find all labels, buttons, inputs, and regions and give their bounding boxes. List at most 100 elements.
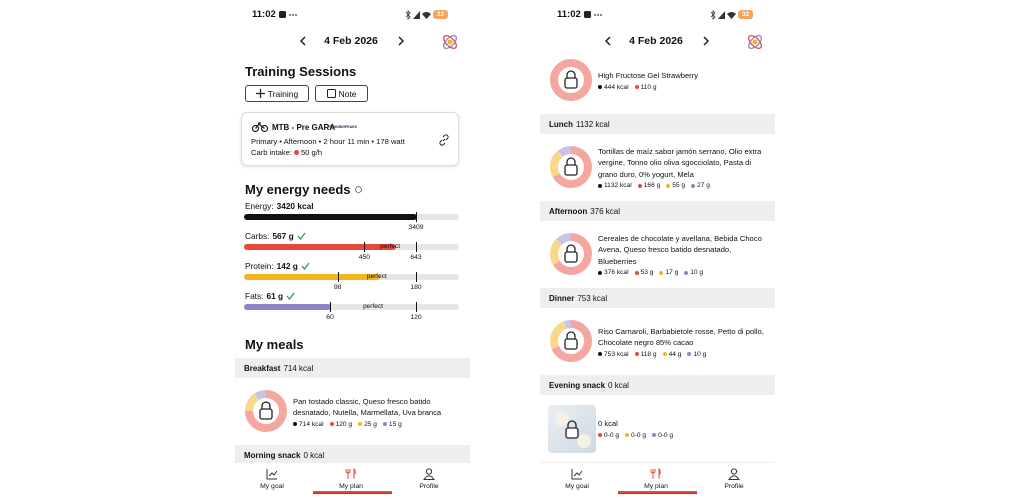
app-logo[interactable] bbox=[746, 33, 764, 51]
macro-dot bbox=[659, 270, 664, 275]
meal-header[interactable]: Dinner 753 kcal bbox=[540, 288, 775, 308]
nav-item[interactable]: My plan bbox=[321, 465, 381, 495]
macro-dot bbox=[293, 422, 297, 426]
bar-name: Protein: bbox=[245, 261, 274, 271]
meal-item[interactable]: 0 kcal 0-0 g 0-0 g 0-0 g bbox=[540, 395, 775, 462]
meal-item[interactable]: Riso Carnaroli, Barbabietole rosse, Pett… bbox=[540, 308, 775, 375]
prev-day[interactable] bbox=[299, 36, 307, 46]
bar-name: Energy: bbox=[245, 201, 274, 211]
lock-shackle bbox=[566, 244, 576, 252]
macro-dot bbox=[687, 352, 692, 356]
nav-item[interactable]: My plan bbox=[626, 465, 686, 495]
meal-header[interactable]: Afternoon 376 kcal bbox=[540, 201, 775, 221]
macro-donut bbox=[550, 320, 592, 362]
meal-header[interactable]: Breakfast 714 kcal bbox=[235, 358, 470, 378]
macro-label: 10 g bbox=[690, 269, 704, 277]
button[interactable]: Note bbox=[315, 85, 368, 102]
marker-label: 643 bbox=[410, 254, 422, 261]
macro-label: 44 g bbox=[668, 350, 682, 358]
macro-dot bbox=[691, 183, 696, 188]
macro-dot bbox=[358, 422, 363, 426]
meal-kcal: 1132 kcal bbox=[576, 119, 610, 129]
bar-value: 61 g bbox=[266, 291, 284, 301]
session-card[interactable]: MTB - Pre GARA TRAININGPEAKS Primary • Aft… bbox=[241, 112, 459, 166]
chevron bbox=[703, 36, 710, 46]
check-icon bbox=[286, 292, 295, 301]
meal-kcal: 714 kcal bbox=[283, 363, 314, 373]
macro-dot bbox=[598, 433, 602, 438]
lock-body bbox=[565, 427, 579, 439]
macro-label: 110 g bbox=[640, 83, 657, 91]
nav-item[interactable]: Profile bbox=[399, 465, 459, 495]
nav-item[interactable]: My goal bbox=[547, 465, 607, 495]
signal bbox=[413, 11, 420, 19]
wheel bbox=[251, 124, 260, 133]
button-icon bbox=[255, 89, 265, 98]
macro-label: 753 kcal bbox=[604, 350, 629, 358]
check bbox=[297, 232, 306, 241]
bar-fill bbox=[244, 274, 380, 280]
app-logo[interactable] bbox=[441, 33, 459, 51]
lock-body bbox=[259, 408, 273, 420]
macro-dot bbox=[662, 352, 667, 356]
macro-label: 55 g bbox=[672, 182, 686, 190]
donut-segment bbox=[550, 146, 592, 188]
meal-item[interactable]: Pan tostado classic, Queso fresco batido… bbox=[235, 378, 470, 445]
nav-label: My plan bbox=[644, 483, 668, 490]
info bbox=[354, 186, 362, 193]
carb-intake: Carb intake: 50 g/h bbox=[251, 148, 322, 157]
nav-icon bbox=[266, 469, 278, 480]
carb-value: 50 g/h bbox=[300, 148, 323, 157]
chart-icon bbox=[266, 469, 278, 480]
meal-item[interactable]: Cereales de chocolate y avellana, Bebida… bbox=[540, 221, 775, 288]
macro-row: 0-0 g 0-0 g 0-0 g bbox=[598, 432, 770, 439]
food-thumbnail bbox=[548, 405, 596, 453]
bar-fill bbox=[244, 214, 417, 220]
macro-row: 1132 kcal 166 g 55 g 27 g bbox=[598, 182, 770, 189]
donut-segment bbox=[550, 320, 592, 362]
prev-day[interactable] bbox=[604, 36, 612, 46]
link-icon bbox=[439, 134, 449, 146]
meal-item[interactable]: Tortillas de maíz sabor jamón serrano, O… bbox=[540, 134, 775, 201]
macro: 166 g bbox=[637, 182, 660, 189]
bar-label: Fats: 61 g bbox=[245, 291, 295, 301]
system-icons bbox=[405, 10, 431, 20]
lock-shackle bbox=[261, 401, 271, 409]
chart-icon bbox=[571, 469, 583, 480]
macro: 10 g bbox=[684, 269, 703, 276]
bar-status: perfect bbox=[363, 303, 383, 310]
status-time: 11:02 bbox=[252, 9, 276, 20]
check-icon bbox=[301, 262, 310, 271]
battery: 32 bbox=[433, 10, 448, 19]
item-text: High Fructose Gel Strawberry bbox=[598, 71, 699, 81]
macro: 53 g bbox=[634, 269, 653, 276]
system-icons bbox=[710, 10, 736, 20]
nav-label: My plan bbox=[339, 483, 363, 490]
meal-header[interactable]: Evening snack 0 kcal bbox=[540, 375, 775, 395]
meal-header[interactable]: Morning snack 0 kcal bbox=[235, 445, 470, 465]
macro-row: 714 kcal 120 g 25 g 15 g bbox=[293, 421, 465, 428]
nav-icon bbox=[571, 469, 583, 480]
macro: 15 g bbox=[382, 421, 402, 428]
active-indicator bbox=[313, 491, 392, 493]
macro-dot bbox=[598, 85, 602, 90]
bar-value: 142 g bbox=[276, 261, 298, 271]
meal-list: High Fructose Gel Strawberry 444 kcal 110 … bbox=[540, 47, 775, 462]
next-day[interactable] bbox=[397, 36, 405, 46]
button[interactable]: Training bbox=[245, 85, 309, 102]
bar-value: 3420 kcal bbox=[276, 201, 314, 211]
meal-item[interactable]: High Fructose Gel Strawberry 444 kcal 110 … bbox=[540, 47, 775, 114]
dot bbox=[597, 14, 599, 16]
phone-screen: 11:02 32 4 Feb 2026 High Fructose Gel Straw… bbox=[540, 0, 775, 500]
item-info: Riso Carnaroli, Barbabietole rosse, Pett… bbox=[598, 308, 770, 375]
phone-screen: 11:02 32 4 Feb 2026 Training Sessions Traini… bbox=[235, 0, 470, 500]
meal-kcal: 0 kcal bbox=[608, 380, 629, 390]
marker-label: 180 bbox=[410, 284, 422, 291]
lock-shackle bbox=[566, 331, 576, 339]
nav-icon bbox=[650, 467, 661, 479]
next-day[interactable] bbox=[702, 36, 710, 46]
meal-header[interactable]: Lunch 1132 kcal bbox=[540, 114, 775, 134]
nav-item[interactable]: Profile bbox=[704, 465, 764, 495]
dot bbox=[289, 14, 291, 16]
nav-item[interactable]: My goal bbox=[242, 465, 302, 495]
